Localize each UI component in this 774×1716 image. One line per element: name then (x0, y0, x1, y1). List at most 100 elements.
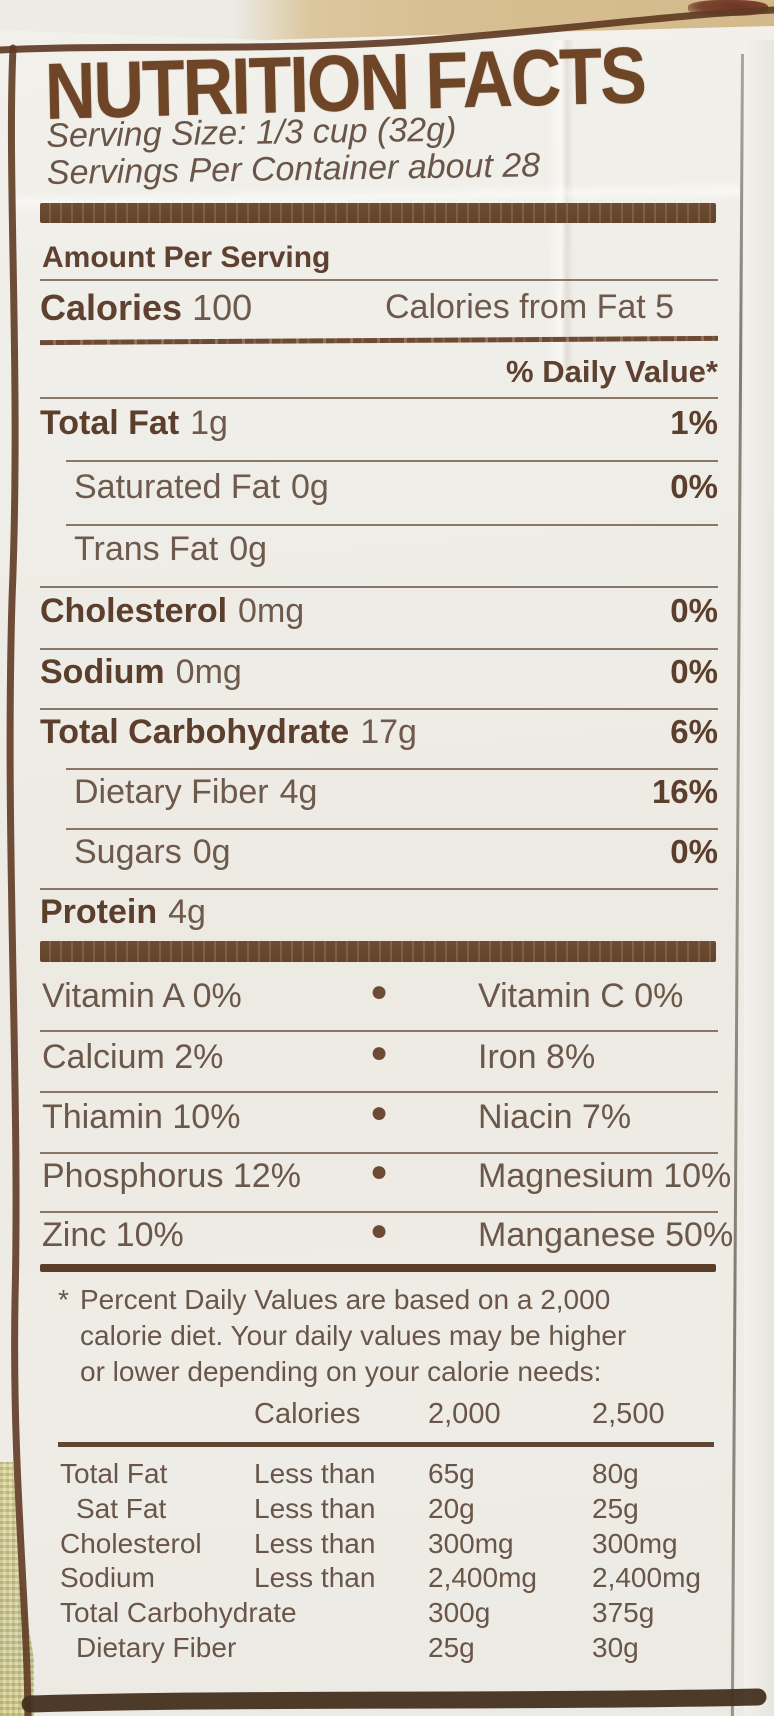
divider (40, 279, 718, 281)
bullet-icon: ● (370, 975, 389, 1008)
divider (40, 586, 718, 588)
nutrient-row-sodium: Sodium 0mg 0% (40, 653, 718, 692)
serving-info: Serving Size: 1/3 cup (32g) Servings Per… (46, 110, 540, 192)
daily-value: 0% (670, 833, 718, 870)
row-2000-value: 20g (428, 1493, 475, 1524)
row-2000-value: 2,400mg (428, 1562, 537, 1593)
nutrient-row-sugars: Sugars 0g 0% (40, 833, 718, 872)
heavy-divider (58, 1442, 714, 1447)
divider (66, 828, 718, 830)
row-name: Dietary Fiber (76, 1632, 237, 1663)
row-2500-value: 30g (592, 1632, 639, 1663)
nutrient-name: Sugars (74, 833, 182, 871)
header-2500: 2,500 (592, 1398, 665, 1430)
vitamin-left: Phosphorus 12% (42, 1157, 301, 1195)
row-2000-value: 300mg (428, 1528, 514, 1559)
header-2000: 2,000 (428, 1398, 501, 1430)
package-right-edge (744, 40, 774, 1716)
calories-value: 100 (192, 287, 253, 328)
nutrient-name: Trans Fat (74, 530, 219, 568)
row-2500-value: 300mg (592, 1528, 678, 1559)
nutrient-amount: 0g (291, 468, 329, 506)
divider (40, 1152, 718, 1154)
row-2500-value: 80g (592, 1458, 639, 1489)
nutrient-name: Sodium (40, 653, 165, 691)
row-name: Total Fat (60, 1458, 168, 1489)
calories-from-fat: Calories from Fat 5 (385, 288, 675, 326)
divider (40, 648, 718, 650)
row-qualifier: Less than (254, 1528, 376, 1559)
daily-values-footnote: * Percent Daily Values are based on a 2,… (58, 1282, 658, 1390)
nutrient-name: Total Fat (40, 404, 180, 442)
section-divider-bar (40, 203, 716, 223)
row-qualifier: Less than (254, 1458, 376, 1489)
vitamin-right: Manganese 50% (478, 1216, 734, 1254)
nutrient-amount: 0g (229, 530, 268, 568)
nutrient-amount: 0g (192, 833, 231, 871)
daily-value: 1% (670, 404, 718, 441)
divider (40, 397, 718, 399)
daily-value: 6% (670, 713, 718, 750)
bullet-icon: ● (370, 1036, 389, 1069)
bullet-icon: ● (370, 1155, 389, 1188)
header-calories: Calories (254, 1398, 361, 1430)
bullet-icon: ● (370, 1096, 389, 1129)
nutrient-name: Saturated Fat (74, 468, 281, 506)
calories-row: Calories 100 Calories from Fat 5 (40, 287, 718, 329)
divider (40, 1030, 718, 1032)
nutrient-name: Dietary Fiber (74, 773, 269, 811)
row-name: Sat Fat (76, 1493, 167, 1524)
row-2500-value: 2,400mg (592, 1562, 701, 1593)
row-2000-value: 65g (428, 1458, 475, 1489)
nutrient-name: Protein (40, 893, 158, 931)
vitamin-left: Thiamin 10% (42, 1098, 241, 1136)
section-divider-bar (40, 941, 716, 962)
footnote-text: Percent Daily Values are based on a 2,00… (80, 1284, 627, 1387)
daily-value-heading: % Daily Value* (506, 354, 718, 389)
nutrient-amount: 4g (279, 773, 318, 811)
vitamin-left: Zinc 10% (42, 1216, 184, 1254)
nutrient-row-protein: Protein 4g (40, 893, 718, 932)
vitamin-right: Niacin 7% (478, 1098, 632, 1136)
divider (66, 768, 718, 770)
nutrient-row-dietary-fiber: Dietary Fiber 4g 16% (40, 773, 718, 812)
row-2000-value: 25g (428, 1632, 475, 1663)
vitamin-right: Vitamin C 0% (478, 977, 684, 1015)
bullet-icon: ● (370, 1214, 389, 1247)
divider (66, 524, 718, 526)
asterisk-marker: * (58, 1284, 69, 1315)
section-divider-bar (40, 1264, 716, 1272)
vitamin-right: Magnesium 10% (478, 1157, 732, 1195)
row-qualifier: Less than (254, 1562, 376, 1593)
divider (40, 888, 718, 890)
nutrient-name: Cholesterol (40, 592, 228, 630)
daily-value: 0% (670, 468, 718, 505)
row-2500-value: 375g (592, 1597, 655, 1628)
vitamin-right: Iron 8% (478, 1038, 596, 1076)
nutrient-row-cholesterol: Cholesterol 0mg 0% (40, 592, 718, 631)
daily-value: 0% (670, 592, 718, 629)
row-qualifier: Less than (254, 1493, 376, 1524)
nutrient-row-trans-fat: Trans Fat 0g (40, 530, 718, 569)
nutrient-amount: 4g (168, 893, 206, 931)
row-name: Cholesterol (60, 1528, 202, 1559)
servings-per-container: Servings Per Container about 28 (46, 146, 541, 192)
amount-per-serving-heading: Amount Per Serving (42, 241, 331, 274)
nutrient-amount: 17g (360, 713, 417, 751)
nutrient-amount: 0mg (238, 592, 305, 630)
nutrient-row-total-carbohydrate: Total Carbohydrate 17g 6% (40, 713, 718, 752)
divider (66, 460, 718, 462)
nutrient-name: Total Carbohydrate (40, 713, 350, 751)
nutrient-row-total-fat: Total Fat 1g 1% (40, 404, 718, 443)
row-2000-value: 300g (428, 1597, 491, 1628)
nutrient-amount: 0mg (175, 653, 242, 691)
divider (40, 1211, 718, 1213)
heavy-divider (39, 335, 719, 346)
vitamin-left: Calcium 2% (42, 1038, 224, 1076)
row-name: Total Carbohydrate (60, 1597, 297, 1628)
divider (40, 708, 718, 710)
nutrient-row-saturated-fat: Saturated Fat 0g 0% (40, 468, 718, 507)
